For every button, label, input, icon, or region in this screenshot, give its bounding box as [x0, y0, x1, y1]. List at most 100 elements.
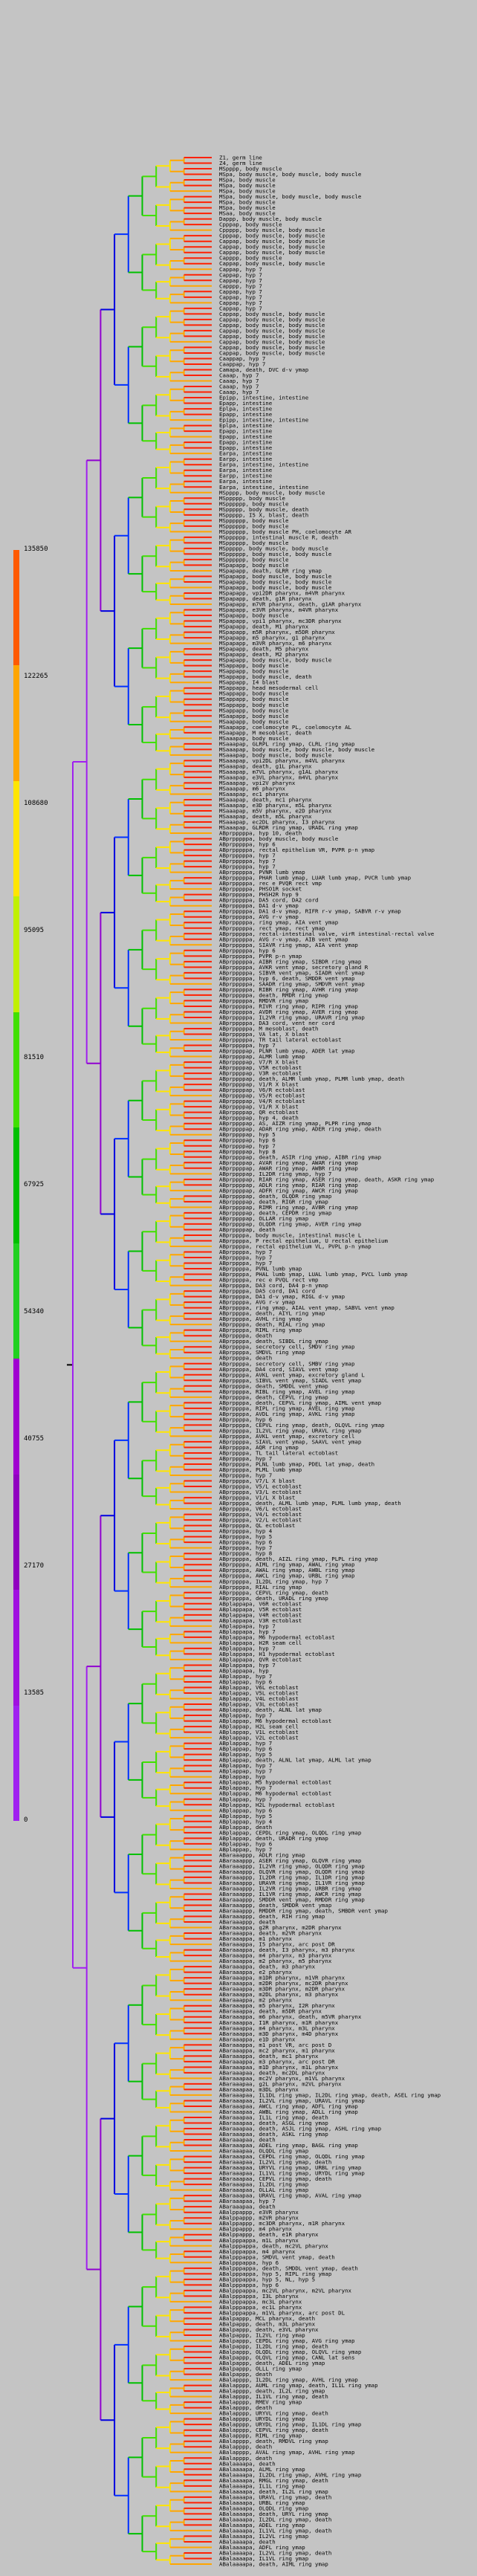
leaf-label: ABaraaappp, ADLR ring ymap — [219, 1851, 305, 1858]
scale-segment — [13, 550, 19, 666]
leaf-label: MSpapapp, body muscle, body muscle — [219, 584, 332, 591]
leaf-label: ABprppppap, ADLR ring ymap, RIAR ring ym… — [219, 1182, 358, 1188]
leaf-label: ABprppppa, DA1 d-v ymap, RIGL d-v ymap — [219, 1293, 345, 1300]
leaf-label: ABprpppppa, VA lat, X blast — [219, 1031, 308, 1038]
leaf-label: ABprppppap, V1/R X blast — [219, 1081, 299, 1088]
leaf-label: ABaraaappp, URAVR ring ymap, IL1VR ring … — [219, 1880, 365, 1886]
scale-segment — [13, 896, 19, 1012]
leaf-label: ABprpppppa, rectal-intestinal valve, vir… — [219, 931, 435, 937]
leaf-label: Camapa, death, DVC d-v ymap — [219, 366, 308, 373]
scale-segment — [13, 1243, 19, 1359]
leaf-label: ABprppppa, RIBL ring ymap, AVEL ring yma… — [219, 1388, 354, 1395]
leaf-label: MSappapp, body muscle — [219, 668, 289, 675]
leaf-label: ABprppppa, QL ectoblast — [219, 1522, 295, 1529]
leaf-label: ABprppppap, V7/R X blast — [219, 1059, 299, 1066]
leaf-label: ABprppppa, PHAL lumb ymap, LUAL lumb yma… — [219, 1271, 408, 1278]
leaf-label: ABaraaappp, OLQVR ring ymap, OLQDR ring … — [219, 1868, 365, 1875]
leaf-label: Cappap, body muscle, body muscle — [219, 322, 325, 329]
leaf-label: ABaraaappp, RMDDR ring ymap, death, SMBD… — [219, 1908, 388, 1915]
leaf-label: ABplappap, hyp 6 — [219, 1678, 272, 1685]
leaf-label: ABaraaappa, m4 pharynx, m3L pharynx — [219, 2025, 335, 2031]
leaf-label: Epapp, intestine — [219, 433, 273, 440]
leaf-label: ABaraaapaa, IL2VL ring ymap, URAVL ring … — [219, 2097, 365, 2104]
leaf-label: ABprppppap, V5/R ectoblast — [219, 1093, 305, 1099]
leaf-label: ABalaaaapa, IL2VL ring ymap — [219, 2533, 308, 2540]
leaf-label: Z1, germ line — [219, 155, 262, 161]
leaf-label: MSpapapp, death, M2 pharynx — [219, 651, 309, 658]
leaf-label: ABaraaappp, ASER ring ymap, OLQVR ring y… — [219, 1857, 361, 1864]
leaf-label: ABaraaappa, death, m5DR pharynx — [219, 2008, 322, 2015]
leaf-label: ABalaaaapa, IL1L ring ymap — [219, 2482, 305, 2489]
leaf-label: Earpa, intestine — [219, 478, 273, 485]
leaf-label: ABaraaappa, m1DR pharynx, m1VR pharynx — [219, 1975, 345, 1981]
scale-segment — [13, 1127, 19, 1243]
leaf-label: ABplappap, hyp 7 — [219, 1673, 272, 1680]
leaf-label: ABplappap, V1L ectoblast — [219, 1729, 299, 1735]
leaf-label: ABprppppap, hyp 7 — [219, 1142, 276, 1149]
leaf-label: ABprpppppa, body muscle, body muscle — [219, 835, 339, 842]
leaf-label: ABprppppa, TL tail lateral ectoblast — [219, 1449, 338, 1456]
leaf-label: Caappap, hyp 7 — [219, 360, 265, 367]
leaf-label: ABplappap, H2L seam cell — [219, 1724, 299, 1730]
leaf-label: MSpppppp, body muscle PH, coelomocyte AR — [219, 528, 352, 535]
leaf-label: ABaraaapaa, death, ASGL ring ymap — [219, 2120, 328, 2126]
leaf-label: ABalpappp, death, ADEL ring ymap — [219, 2360, 325, 2366]
leaf-label: Cappap, hyp 7 — [219, 266, 262, 273]
leaf-label: ABprppppap, hyp 8 — [219, 1148, 276, 1155]
leaf-label: ABprpppppa, rectal epithelium VR, PVPR p… — [219, 847, 374, 853]
leaf-label: ABaraaappa, mc2 pharynx, m1 pharynx — [219, 2047, 335, 2054]
leaf-label: ABalapppp, IL1VL ring ymap, death — [219, 2393, 328, 2400]
leaf-label: ABprppppa, hyp 4 — [219, 1528, 273, 1535]
leaf-label: MSpapapp, body muscle — [219, 562, 289, 569]
leaf-label: ABprppppa, death — [219, 1355, 272, 1362]
leaf-label: MSaaapap, death, m5L pharynx — [219, 813, 312, 820]
scale-segment — [13, 1474, 19, 1590]
leaf-label: MSpapapp, m3VR pharynx, m6 pharynx — [219, 640, 332, 647]
leaf-label: ABalpppappa, SMDVL vent ymap, death — [219, 2253, 335, 2260]
leaf-label: ABaraaappa, m2DL pharynx, m3 pharynx — [219, 1991, 339, 1998]
leaf-label: Cappap, body muscle, body muscle — [219, 316, 325, 323]
leaf-label: MSpa, body muscle, body muscle, body mus… — [219, 193, 362, 200]
leaf-label: ABalpppappa, I3L pharynx — [219, 2293, 299, 2300]
leaf-label: ABaraaappp, death — [219, 1919, 276, 1926]
leaf-label: Cappap, body muscle, body muscle — [219, 260, 325, 267]
leaf-label: MSaapapp, body muscle — [219, 713, 289, 719]
leaf-label: ABprppppa, V4/L ectoblast — [219, 1511, 302, 1518]
leaf-label: ABprpppppa, DA3 cord, vent ner cord — [219, 1020, 335, 1026]
leaf-label: ABprpppppa, RIBR ring ymap, AVHR ring ym… — [219, 986, 358, 993]
leaf-label: ABaraaapaa, AWBL ring ymap, ADLL ring ym… — [219, 2109, 358, 2115]
leaf-label: ABprppppa, V3/L ectoblast — [219, 1489, 302, 1495]
leaf-label: ABaraaapaa, mc2V pharynx, m1VL pharynx — [219, 2075, 345, 2082]
leaf-label: ABaraaappa, m2 pharynx, m5 pharynx — [219, 1958, 332, 1964]
leaf-label: ABprppppa, AWCL ring ymap, URBL ring yma… — [219, 1573, 354, 1579]
leaf-label: Earpa, intestine — [219, 467, 273, 473]
leaf-label: Cappap, body muscle, body muscle — [219, 344, 325, 351]
leaf-label: Cappap, body muscle, body muscle — [219, 338, 325, 345]
leaf-label: MSaaapap, body muscle, body muscle — [219, 751, 332, 758]
leaf-label: ABprppppap, RIAR ring ymap, ASER ring ym… — [219, 1176, 434, 1182]
leaf-label: ABprpppppa, hyp 10, death — [219, 830, 302, 837]
leaf-label: ABprppppa, CEPVL ring ymap, death — [219, 1589, 328, 1596]
leaf-label: MSpppppp, body muscle — [219, 517, 289, 524]
leaf-label: MSappapp, head mesodermal cell — [219, 685, 319, 691]
leaf-label: ABalpppappa, m1L pharynx — [219, 2237, 299, 2244]
leaf-label: MSappapp, body muscle — [219, 702, 289, 708]
leaf-label: MSpapapp, death, M5 pharynx — [219, 646, 309, 653]
leaf-label: ABplappapa, H1 hypodermal ectoblast — [219, 1651, 335, 1657]
leaf-label: ABprppppap, V3R ectoblast — [219, 1070, 302, 1077]
leaf-label: ABaraaappa, I5 pharynx, arc post DR — [219, 1941, 335, 1948]
leaf-label: ABalaaaapa, death, IL2L ring ymap — [219, 2488, 328, 2495]
leaf-label: ABplappapa, hyp 7 — [219, 1628, 276, 1635]
leaf-label: ABprppppap, ALMR lumb ymap — [219, 1053, 305, 1060]
leaf-label: ABalppappp, mc3DR pharynx, m1R pharynx — [219, 2220, 345, 2227]
leaf-label: ABaraaapaa, IL2VL ring ymap, death — [219, 2159, 331, 2166]
leaf-label: ABprppppa, rec e PVQL rect vmp — [219, 1277, 319, 1284]
scale-segment — [13, 1359, 19, 1475]
leaf-label: MSpa, body muscle — [219, 199, 276, 206]
leaf-label: ABprppppa, V5/L ectoblast — [219, 1483, 302, 1490]
leaf-label: ABprppppa, death, ALML lumb ymap, PLML l… — [219, 1500, 401, 1507]
leaf-label: ABaraaappa, m4 pharynx, m3 pharynx — [219, 1952, 332, 1959]
leaf-label: MSaaapap, vpi2DL pharynx, m4VL pharynx — [219, 757, 345, 764]
leaf-label: ABplappap, hyp 7 — [219, 1784, 272, 1791]
